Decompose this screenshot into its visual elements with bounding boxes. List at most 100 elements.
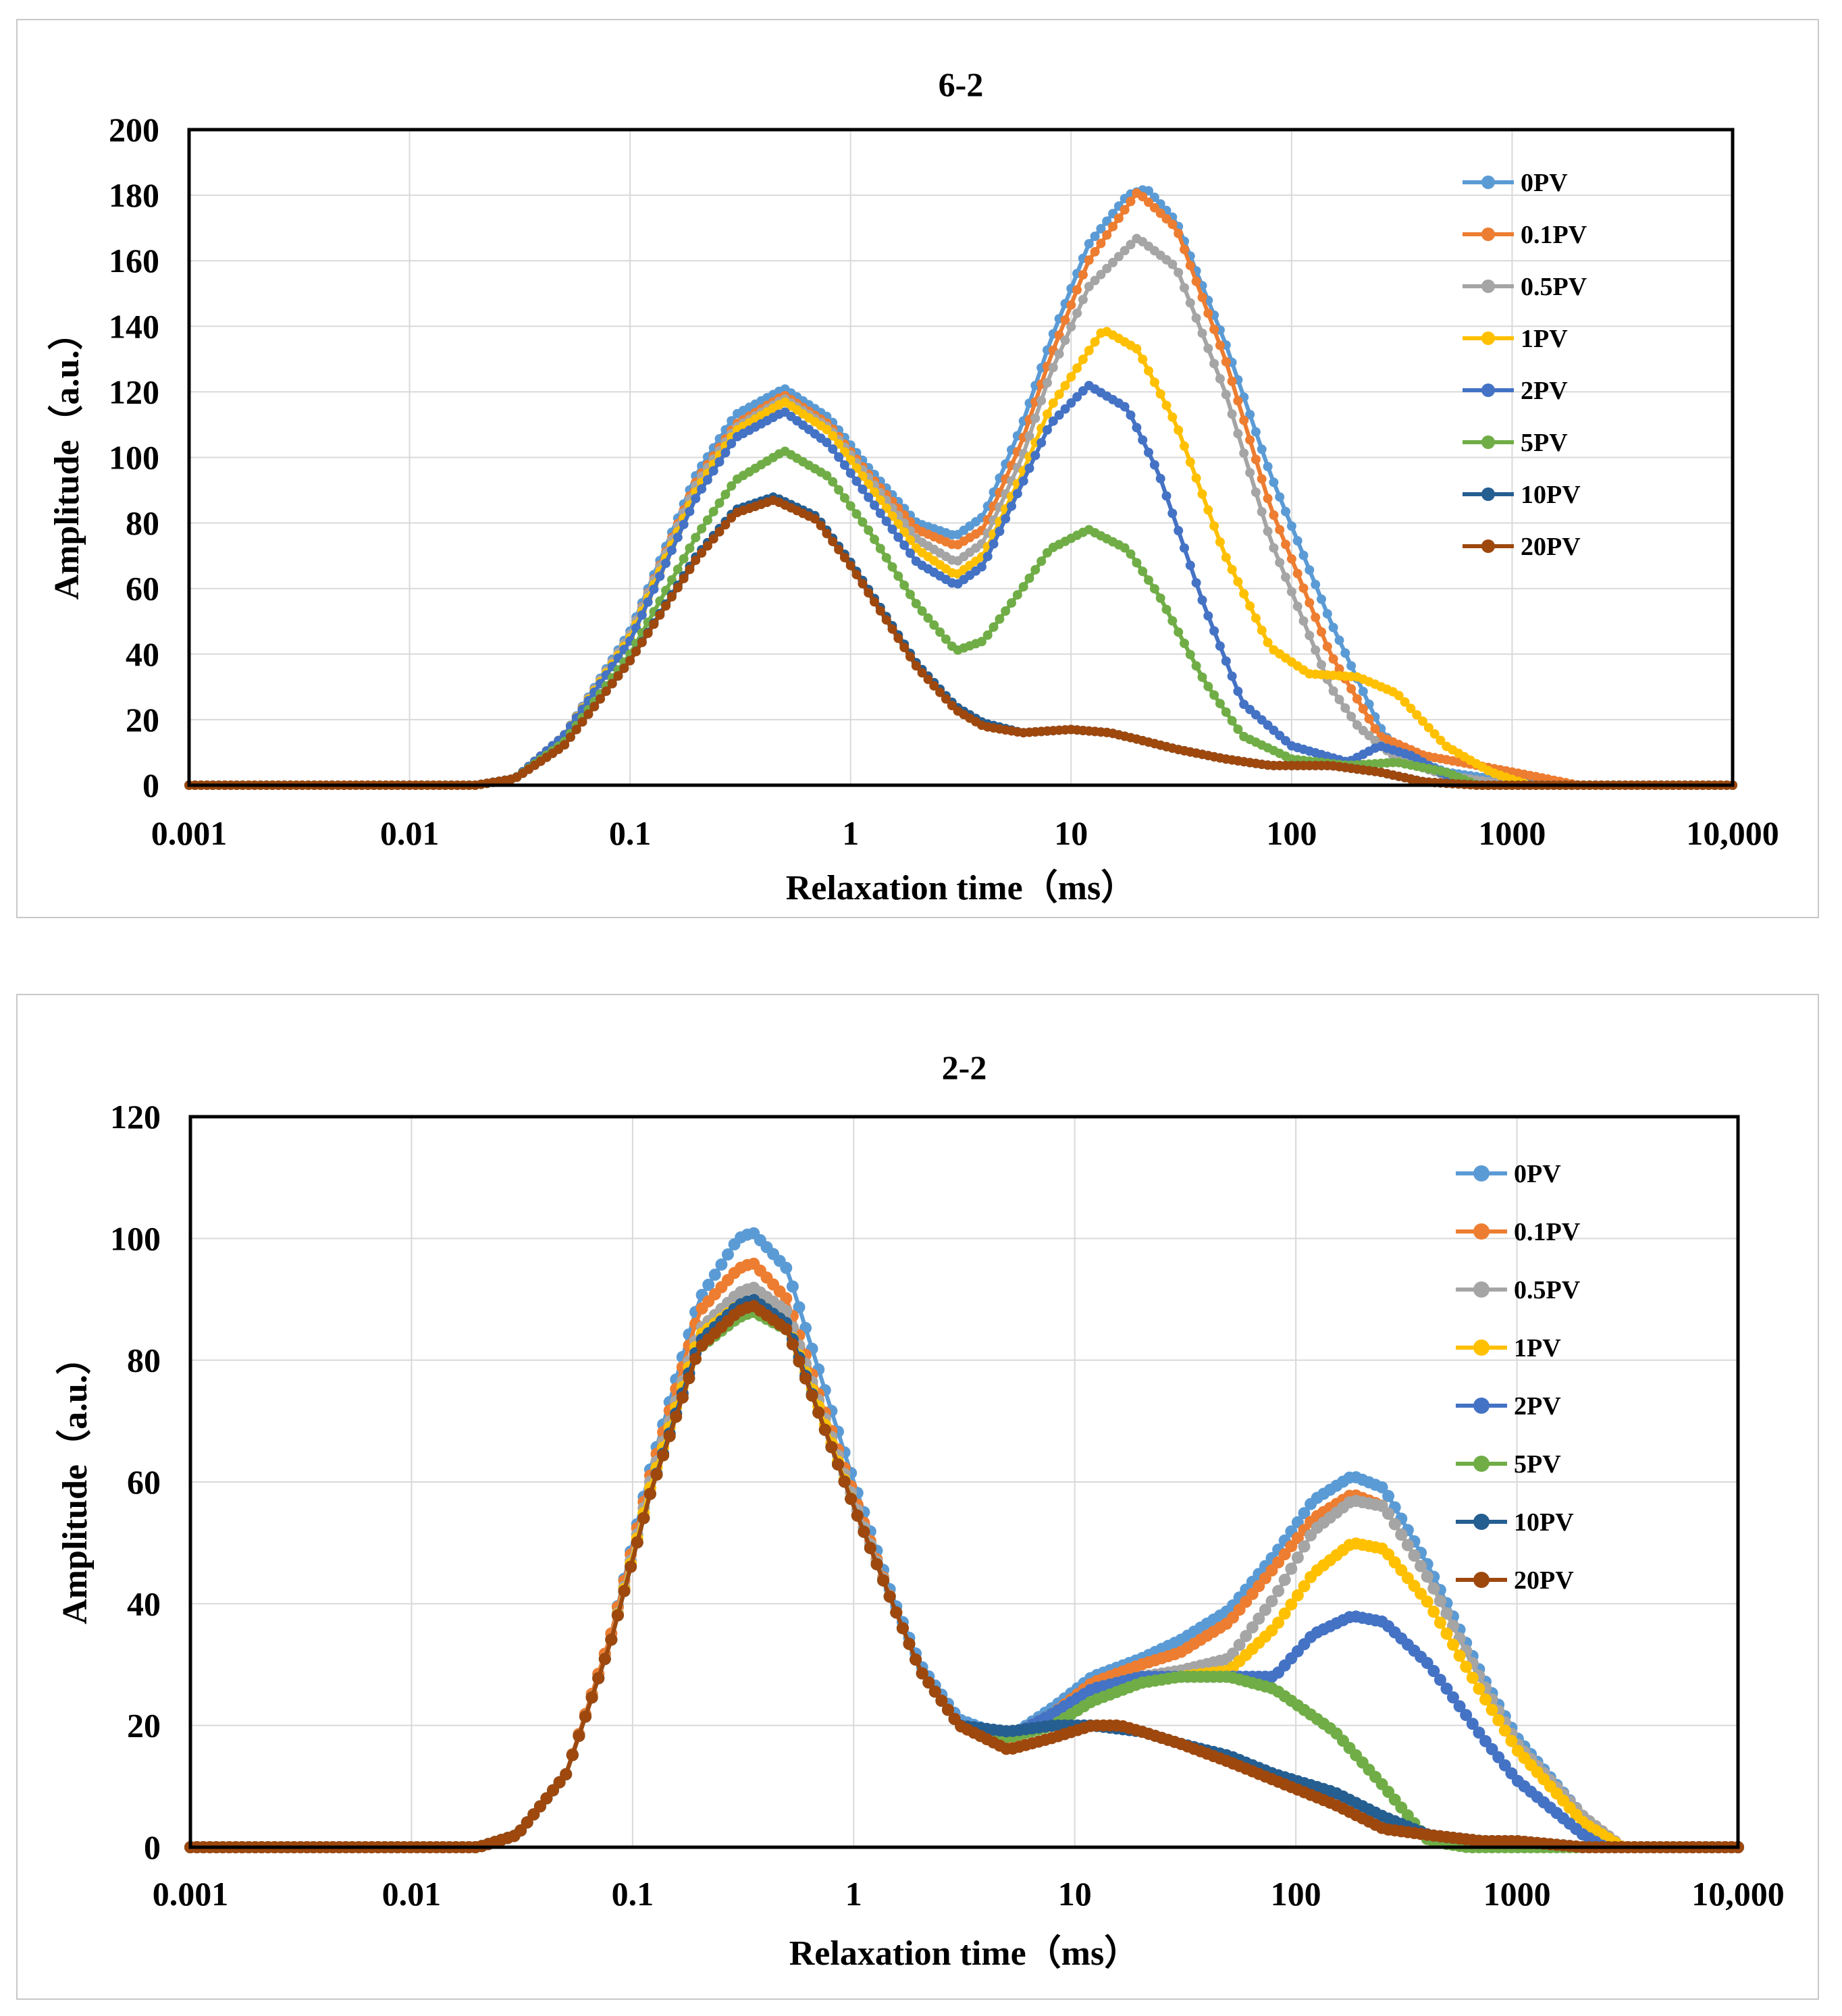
legend-item: 0.5PV [1463,273,1587,301]
data-point [1406,704,1416,714]
data-point [858,1525,870,1538]
data-point [1281,506,1290,516]
data-point [1394,691,1404,701]
data-point [643,1487,656,1500]
data-point [637,637,647,647]
data-point [1233,396,1243,406]
data-point [1364,714,1374,724]
data-point [566,1749,579,1761]
chart-title: 2-2 [942,1049,987,1086]
data-point [1001,606,1011,616]
data-point [1340,648,1350,658]
data-point [631,647,641,656]
data-point [870,1558,883,1570]
data-point [864,492,874,502]
data-point [1251,487,1261,497]
data-point [1066,372,1076,382]
data-point [806,1389,818,1402]
data-point [1291,1551,1304,1564]
data-point [702,1279,715,1291]
data-point [858,579,868,589]
data-point [1440,1682,1453,1695]
data-point [822,529,832,539]
data-point [1427,1665,1440,1677]
data-point [1144,186,1153,196]
data-point [1144,366,1153,376]
series-line [189,188,1733,787]
data-point [1370,724,1380,734]
data-point [1036,437,1047,448]
data-point [598,1653,611,1666]
data-point [1334,664,1344,674]
legend-label: 2PV [1514,1392,1561,1421]
data-point [1185,457,1195,467]
data-point [1096,223,1106,234]
data-point [1054,390,1064,400]
x-tick-label: 10,000 [1686,814,1779,852]
plot-border [188,1115,1740,1849]
legend-marker [1473,1572,1490,1588]
data-point [982,552,993,562]
data-point [1191,473,1201,483]
data-point [1298,1580,1311,1593]
data-point [941,634,951,644]
data-point [845,1493,858,1506]
data-point [834,485,844,495]
data-point [702,515,712,525]
data-point [1257,625,1267,635]
y-tick-label: 160 [109,242,159,280]
data-point [1492,1751,1505,1763]
data-point [1473,1682,1485,1695]
data-point [1215,641,1225,651]
data-point [649,619,659,629]
data-point [1305,598,1315,608]
data-point [1161,214,1172,224]
y-tick-label: 120 [110,1098,161,1136]
data-point [875,508,885,519]
y-tick-label: 140 [109,307,159,345]
data-point [1084,239,1094,249]
x-tick-label: 0.01 [382,1875,442,1913]
data-point [1060,381,1070,391]
data-point [637,1512,650,1524]
data-point [702,541,712,551]
data-point [1292,602,1302,612]
data-point [851,476,862,486]
data-point [893,532,903,542]
data-point [1221,707,1231,717]
data-point [1191,313,1201,323]
data-point [1126,196,1136,207]
data-point [1298,1540,1311,1553]
y-tick-label: 120 [109,373,159,410]
y-axis-label: Amplitude（a.u.） [55,1339,95,1624]
legend-marker [1473,1223,1490,1240]
data-point [589,701,600,712]
data-point [1498,1724,1511,1737]
data-point [1132,344,1142,354]
data-point [1245,435,1255,445]
data-point [720,489,731,500]
y-tick-label: 80 [127,1342,161,1379]
data-point [893,571,903,581]
series-2PV [184,1300,1744,1853]
data-point [1066,398,1076,408]
data-point [565,732,575,742]
data-point [560,1768,573,1780]
data-point [1311,612,1321,622]
data-point [673,583,683,593]
data-point [714,527,725,537]
data-point [911,661,921,671]
series-0.1PV [184,188,1737,790]
y-tick-label: 100 [110,1219,161,1257]
data-point [834,545,844,554]
legend-marker [1481,176,1495,189]
data-point [1291,1532,1304,1545]
data-point [1209,690,1219,700]
data-point [1180,441,1189,451]
data-point [1108,221,1118,232]
legend-marker [1473,1514,1490,1530]
data-point [1328,622,1338,633]
data-point [1197,595,1207,605]
data-point [845,468,856,478]
data-point [1263,494,1273,504]
